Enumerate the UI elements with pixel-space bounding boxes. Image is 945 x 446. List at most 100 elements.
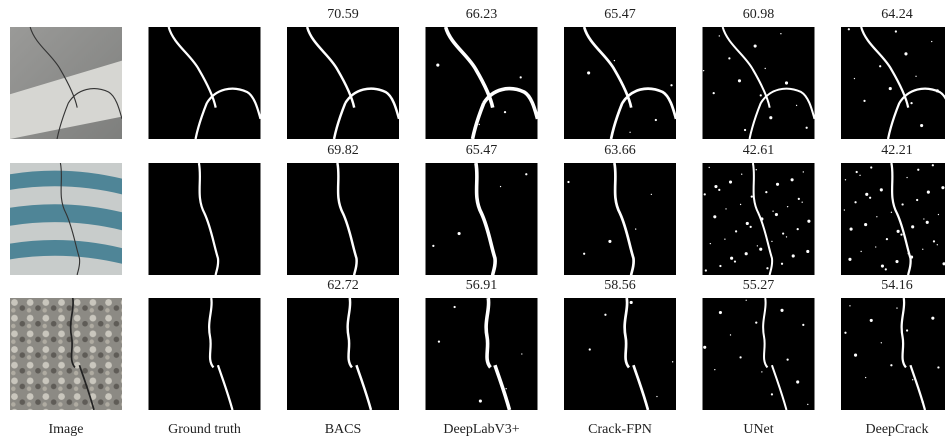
noise-blob [774,212,778,217]
noise-blob [708,166,710,169]
paint-stripe [10,204,122,231]
noise-blob [737,79,742,83]
noise-blob [926,190,930,194]
crack-mask [474,163,497,275]
segmentation-map [841,27,945,139]
noise-blob [703,193,706,196]
segmentation-map [564,27,676,139]
noise-blob [656,395,658,398]
background [148,298,261,410]
noise-blob [780,262,784,265]
column-label: Crack-FPN [588,422,652,437]
column-label: DeepCrack [866,422,929,437]
noise-blob [741,173,743,175]
noise-blob [478,123,480,126]
crack-mask [484,298,512,410]
noise-blob [725,208,727,210]
noise-blob [755,169,757,171]
noise-blob [863,99,866,103]
score: 65.47 [604,7,636,22]
noise-blob [906,176,908,179]
noise-blob [525,173,528,176]
noise-blob [802,323,805,326]
noise-blob [849,305,851,307]
noise-blob [894,30,897,33]
noise-blob [650,193,653,196]
noise-blob [782,232,785,235]
noise-blob [791,254,795,258]
segmentation-map [702,27,815,139]
noise-blob [911,225,915,229]
background [148,27,261,139]
noise-blob [847,28,850,31]
noise-blob [880,342,882,344]
noise-blob [749,225,752,228]
noise-blob [917,168,920,171]
noise-blob [907,253,909,255]
noise-blob [769,116,773,120]
noise-blob [753,44,757,48]
noise-blob [880,264,885,268]
noise-blob [876,216,878,218]
noise-blob [604,313,607,316]
noise-blob [935,89,939,93]
segmentation-map [287,298,399,410]
noise-blob [709,242,712,245]
noise-blob [453,305,456,309]
noise-blob [879,188,883,192]
noise-blob [921,401,924,404]
noise-blob [855,170,858,174]
noise-blob [629,300,633,305]
noise-blob [875,246,877,248]
crack-mask [762,298,788,410]
background [287,27,399,139]
segmentation-map [287,163,399,275]
noise-blob [760,217,764,221]
noise-blob [920,123,924,128]
crack-mask [197,163,220,275]
noise-blob [519,76,522,79]
noise-blob [931,164,934,167]
noise-blob [766,267,769,270]
photo [10,298,122,410]
noise-blob [583,252,586,255]
noise-blob [905,329,909,332]
noise-blob [849,227,853,231]
noise-blob [801,201,803,203]
score: 69.82 [327,143,359,158]
column-label: Ground truth [168,422,241,437]
segmentation-map [702,298,815,410]
noise-blob [761,371,763,373]
noise-blob [786,206,789,208]
score: 64.24 [881,7,913,22]
noise-blob [853,77,856,80]
score: 58.56 [604,278,636,293]
noise-blob [587,71,591,75]
noise-blob [730,256,734,260]
noise-blob [759,247,763,251]
noise-blob [588,348,591,351]
noise-blob [942,262,945,266]
noise-blob [734,230,738,233]
noise-blob [916,198,919,202]
noise-blob [718,188,721,191]
noise-blob [884,268,887,271]
column-label: Image [49,422,84,437]
background [287,163,399,275]
crack-mask [721,27,815,139]
crack [29,27,122,139]
noise-blob [505,388,507,390]
noise-blob [503,111,507,114]
noise-blob [784,81,789,85]
segmentation-map [841,163,945,275]
crack-mask [751,163,774,275]
background [287,298,399,410]
noise-blob [848,257,852,261]
noise-blob [719,264,722,268]
input-image [10,27,122,139]
noise-blob [785,236,788,238]
noise-blob [629,131,631,133]
paint-band [10,60,122,139]
noise-blob [714,369,716,371]
noise-blob [745,221,749,226]
